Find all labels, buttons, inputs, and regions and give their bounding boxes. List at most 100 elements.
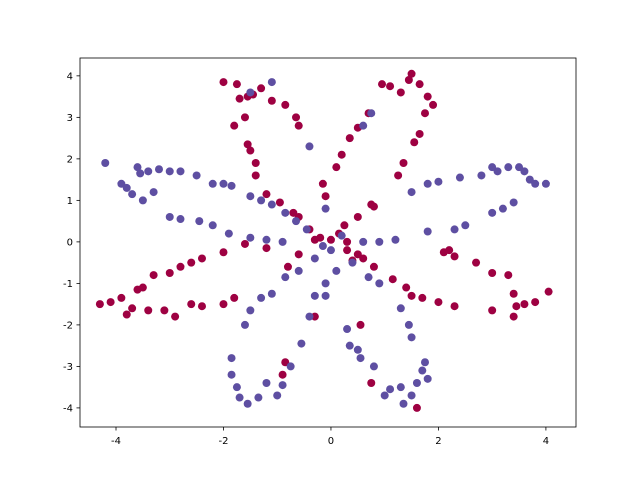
- y-tick-label: 2: [67, 154, 73, 165]
- point: [101, 159, 110, 168]
- point: [267, 96, 276, 105]
- point: [332, 266, 341, 275]
- point: [488, 208, 497, 217]
- point: [165, 167, 174, 176]
- point: [509, 198, 518, 207]
- point: [394, 171, 403, 180]
- point: [235, 94, 244, 103]
- point: [95, 300, 104, 309]
- point: [195, 217, 204, 226]
- point: [227, 354, 236, 363]
- point: [136, 169, 145, 178]
- point: [445, 246, 454, 255]
- point: [310, 254, 319, 263]
- point: [171, 312, 180, 321]
- point: [423, 179, 432, 188]
- point: [388, 275, 397, 284]
- point: [138, 196, 147, 205]
- point: [310, 235, 319, 244]
- point: [246, 146, 255, 155]
- point: [544, 287, 553, 296]
- point: [240, 239, 249, 248]
- point: [292, 113, 301, 122]
- point: [410, 138, 419, 147]
- point: [251, 171, 260, 180]
- point: [138, 283, 147, 292]
- x-tick-label: 4: [543, 436, 549, 447]
- point: [176, 167, 185, 176]
- point: [165, 212, 174, 221]
- point: [208, 179, 217, 188]
- point: [165, 269, 174, 278]
- point: [281, 273, 290, 282]
- point: [117, 293, 126, 302]
- point: [399, 399, 408, 408]
- point: [318, 179, 327, 188]
- point: [230, 293, 239, 302]
- point: [262, 235, 271, 244]
- y-tick-label: 0: [67, 237, 73, 248]
- point: [246, 88, 255, 97]
- point: [302, 225, 311, 234]
- point: [359, 254, 368, 263]
- point: [208, 221, 217, 230]
- point: [246, 233, 255, 242]
- point: [369, 362, 378, 371]
- point: [257, 84, 266, 93]
- point: [318, 242, 327, 251]
- point: [353, 250, 362, 259]
- point: [117, 179, 126, 188]
- x-tick-label: -4: [111, 436, 121, 447]
- point: [289, 208, 298, 217]
- point: [493, 167, 502, 176]
- point: [367, 109, 376, 118]
- x-tick-label: 0: [328, 436, 334, 447]
- point: [160, 306, 169, 315]
- point: [278, 370, 287, 379]
- point: [305, 142, 314, 151]
- point: [396, 88, 405, 97]
- point: [243, 399, 252, 408]
- point: [450, 302, 459, 311]
- point: [418, 366, 427, 375]
- point: [292, 217, 301, 226]
- point: [254, 393, 263, 402]
- point: [176, 262, 185, 271]
- point: [262, 379, 271, 388]
- point: [434, 298, 443, 307]
- points: [95, 69, 553, 412]
- point: [227, 181, 236, 190]
- point: [197, 302, 206, 311]
- point: [128, 304, 137, 313]
- point: [353, 345, 362, 354]
- point: [367, 379, 376, 388]
- point: [275, 198, 284, 207]
- point: [133, 163, 142, 172]
- point: [297, 339, 306, 348]
- point: [418, 293, 427, 302]
- point: [278, 237, 287, 246]
- point: [343, 325, 352, 334]
- point: [219, 248, 228, 257]
- point: [520, 167, 529, 176]
- y-tick-label: -2: [63, 320, 73, 331]
- point: [219, 78, 228, 87]
- point: [310, 291, 319, 300]
- point: [128, 190, 137, 199]
- point: [455, 173, 464, 182]
- point: [359, 121, 368, 130]
- y-tick-label: -4: [63, 403, 73, 414]
- point: [509, 289, 518, 298]
- point: [450, 252, 459, 261]
- point: [520, 300, 529, 309]
- point: [235, 393, 244, 402]
- point: [267, 78, 276, 87]
- point: [326, 235, 335, 244]
- point: [412, 403, 421, 412]
- y-tick-label: 3: [67, 113, 73, 124]
- point: [504, 271, 513, 280]
- point: [267, 200, 276, 209]
- point: [488, 306, 497, 315]
